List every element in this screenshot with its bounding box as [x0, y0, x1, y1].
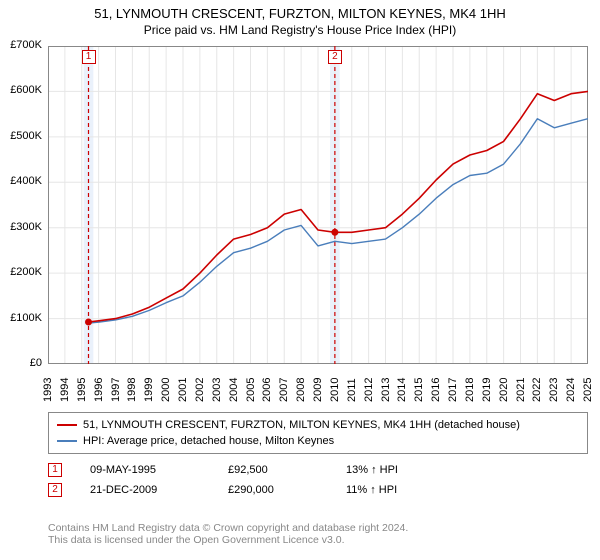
x-tick-label: 1999 [143, 374, 155, 402]
x-tick-label: 1993 [42, 374, 54, 402]
x-tick-label: 2021 [515, 374, 527, 402]
x-tick-label: 2020 [498, 374, 510, 402]
credit-line-2: This data is licensed under the Open Gov… [48, 534, 408, 546]
chart-title: 51, LYNMOUTH CRESCENT, FURZTON, MILTON K… [0, 0, 600, 21]
x-tick-label: 2002 [194, 374, 206, 402]
marker-tag: 1 [82, 50, 96, 64]
y-tick-label: £100K [0, 312, 42, 324]
legend-swatch [57, 440, 77, 442]
x-tick-label: 1995 [76, 374, 88, 402]
sale-events: 1 09-MAY-1995 £92,500 13% ↑ HPI 2 21-DEC-2009… [48, 460, 588, 500]
event-price: £290,000 [228, 484, 318, 496]
legend-swatch [57, 424, 77, 426]
marker-tag: 2 [328, 50, 342, 64]
legend-row: 51, LYNMOUTH CRESCENT, FURZTON, MILTON K… [57, 417, 579, 433]
x-tick-label: 2008 [295, 374, 307, 402]
y-tick-label: £500K [0, 130, 42, 142]
y-tick-label: £0 [0, 357, 42, 369]
event-price: £92,500 [228, 464, 318, 476]
x-tick-label: 1997 [110, 374, 122, 402]
event-date: 09-MAY-1995 [90, 464, 200, 476]
sale-event-row: 2 21-DEC-2009 £290,000 11% ↑ HPI [48, 480, 588, 500]
x-tick-label: 2016 [430, 374, 442, 402]
credit-text: Contains HM Land Registry data © Crown c… [48, 522, 408, 546]
x-tick-label: 1998 [126, 374, 138, 402]
legend-row: HPI: Average price, detached house, Milt… [57, 433, 579, 449]
x-tick-label: 2017 [447, 374, 459, 402]
x-tick-label: 2003 [211, 374, 223, 402]
x-tick-label: 2011 [346, 374, 358, 402]
event-marker: 1 [48, 463, 62, 477]
legend-label: 51, LYNMOUTH CRESCENT, FURZTON, MILTON K… [83, 417, 520, 433]
legend: 51, LYNMOUTH CRESCENT, FURZTON, MILTON K… [48, 412, 588, 454]
event-marker: 2 [48, 483, 62, 497]
y-tick-label: £400K [0, 175, 42, 187]
x-tick-label: 2018 [464, 374, 476, 402]
event-date: 21-DEC-2009 [90, 484, 200, 496]
plot-area [48, 46, 588, 364]
x-tick-label: 2015 [413, 374, 425, 402]
y-tick-label: £200K [0, 266, 42, 278]
x-tick-label: 2010 [329, 374, 341, 402]
y-tick-label: £300K [0, 221, 42, 233]
x-tick-label: 2007 [278, 374, 290, 402]
x-tick-label: 2006 [261, 374, 273, 402]
y-tick-label: £600K [0, 84, 42, 96]
plot-svg [48, 46, 588, 364]
x-tick-label: 2012 [363, 374, 375, 402]
x-tick-label: 2013 [380, 374, 392, 402]
x-tick-label: 2025 [582, 374, 594, 402]
x-tick-label: 1996 [93, 374, 105, 402]
x-tick-label: 2004 [228, 374, 240, 402]
x-tick-label: 1994 [59, 374, 71, 402]
x-tick-label: 2001 [177, 374, 189, 402]
x-tick-label: 2000 [160, 374, 172, 402]
event-pct: 11% ↑ HPI [346, 484, 397, 496]
x-tick-label: 2024 [565, 374, 577, 402]
y-tick-label: £700K [0, 39, 42, 51]
credit-line-1: Contains HM Land Registry data © Crown c… [48, 522, 408, 534]
event-pct: 13% ↑ HPI [346, 464, 398, 476]
sale-event-row: 1 09-MAY-1995 £92,500 13% ↑ HPI [48, 460, 588, 480]
x-tick-label: 2019 [481, 374, 493, 402]
legend-label: HPI: Average price, detached house, Milt… [83, 433, 334, 449]
chart-container: 51, LYNMOUTH CRESCENT, FURZTON, MILTON K… [0, 0, 600, 560]
chart-subtitle: Price paid vs. HM Land Registry's House … [0, 21, 600, 37]
x-tick-label: 2005 [245, 374, 257, 402]
x-tick-label: 2023 [548, 374, 560, 402]
x-tick-label: 2014 [396, 374, 408, 402]
x-tick-label: 2022 [531, 374, 543, 402]
x-tick-label: 2009 [312, 374, 324, 402]
